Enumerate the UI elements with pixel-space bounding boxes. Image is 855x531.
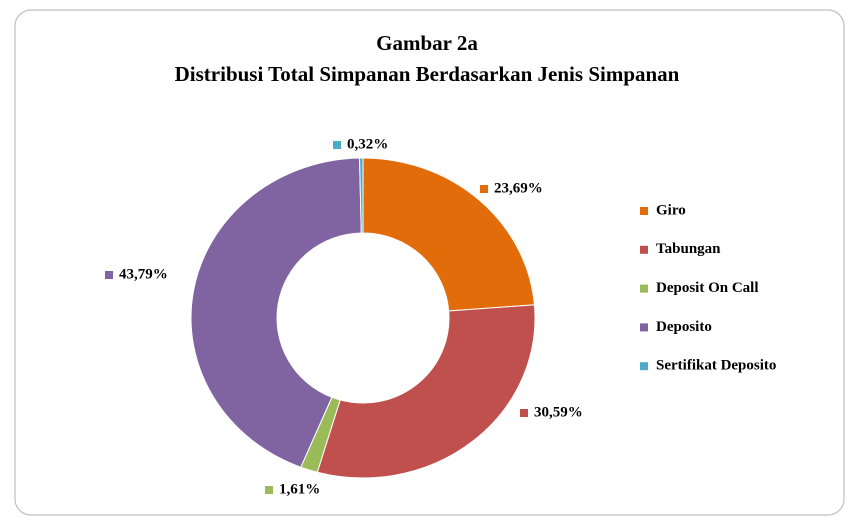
data-label: 43,79% (119, 266, 168, 282)
label-key (265, 486, 273, 494)
legend-key (640, 323, 648, 332)
data-label: 23,69% (494, 180, 543, 196)
legend-label: Deposito (656, 319, 712, 335)
legend-label: Giro (656, 202, 686, 218)
label-key (333, 141, 341, 149)
legend-key (640, 207, 648, 215)
data-label: 1,61% (279, 481, 320, 497)
data-label: 30,59% (534, 404, 583, 420)
legend-key (640, 284, 648, 293)
donut-slice (316, 304, 536, 479)
label-key (480, 185, 488, 193)
legend-label: Tabungan (656, 241, 721, 257)
donut-slice (362, 157, 535, 312)
legend-label: Sertifikat Deposito (656, 358, 776, 374)
legend-label: Deposit On Call (656, 280, 759, 296)
data-label: 0,32% (347, 136, 388, 152)
legend-key (640, 362, 648, 371)
label-key (105, 271, 113, 279)
chart-subtitle: Distribusi Total Simpanan Berdasarkan Je… (175, 62, 680, 86)
donut-slice (190, 157, 362, 468)
chart-title: Gambar 2a (376, 31, 478, 55)
donut-slice (359, 157, 364, 234)
label-key (520, 409, 528, 417)
legend-key (640, 245, 648, 254)
